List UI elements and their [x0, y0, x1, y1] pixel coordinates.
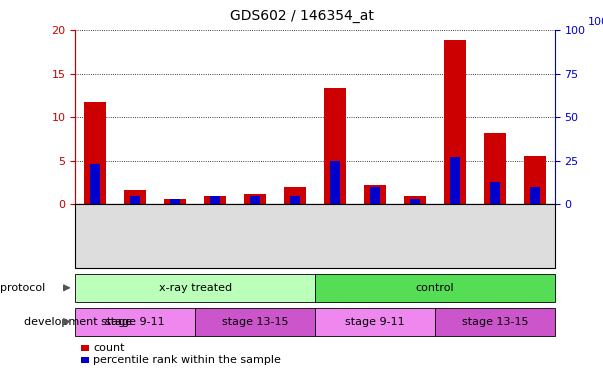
- Bar: [330, 161, 340, 204]
- Text: control: control: [415, 283, 454, 293]
- Text: GDS602 / 146354_at: GDS602 / 146354_at: [230, 9, 373, 23]
- Bar: [244, 194, 266, 204]
- Bar: [444, 40, 466, 204]
- Text: stage 13-15: stage 13-15: [222, 316, 288, 327]
- Bar: [404, 196, 426, 204]
- Text: protocol: protocol: [0, 283, 45, 293]
- Bar: [524, 156, 546, 204]
- Bar: [170, 199, 180, 204]
- Text: count: count: [93, 343, 125, 352]
- Bar: [204, 196, 226, 204]
- Bar: [90, 164, 100, 204]
- Bar: [364, 185, 386, 204]
- Text: stage 9-11: stage 9-11: [106, 316, 165, 327]
- Text: stage 9-11: stage 9-11: [345, 316, 405, 327]
- Text: 100%: 100%: [589, 16, 603, 27]
- Bar: [284, 187, 306, 204]
- Bar: [410, 199, 420, 204]
- Bar: [484, 133, 506, 204]
- Bar: [164, 199, 186, 204]
- Bar: [370, 187, 380, 204]
- Bar: [130, 196, 140, 204]
- Text: stage 13-15: stage 13-15: [461, 316, 528, 327]
- Text: percentile rank within the sample: percentile rank within the sample: [93, 355, 282, 365]
- Bar: [124, 189, 147, 204]
- Text: development stage: development stage: [24, 316, 132, 327]
- Bar: [450, 157, 460, 204]
- Bar: [324, 88, 346, 204]
- Bar: [530, 187, 540, 204]
- Bar: [290, 196, 300, 204]
- Bar: [84, 102, 106, 204]
- Bar: [490, 182, 500, 204]
- Text: x-ray treated: x-ray treated: [159, 283, 232, 293]
- Bar: [210, 196, 220, 204]
- Bar: [250, 196, 260, 204]
